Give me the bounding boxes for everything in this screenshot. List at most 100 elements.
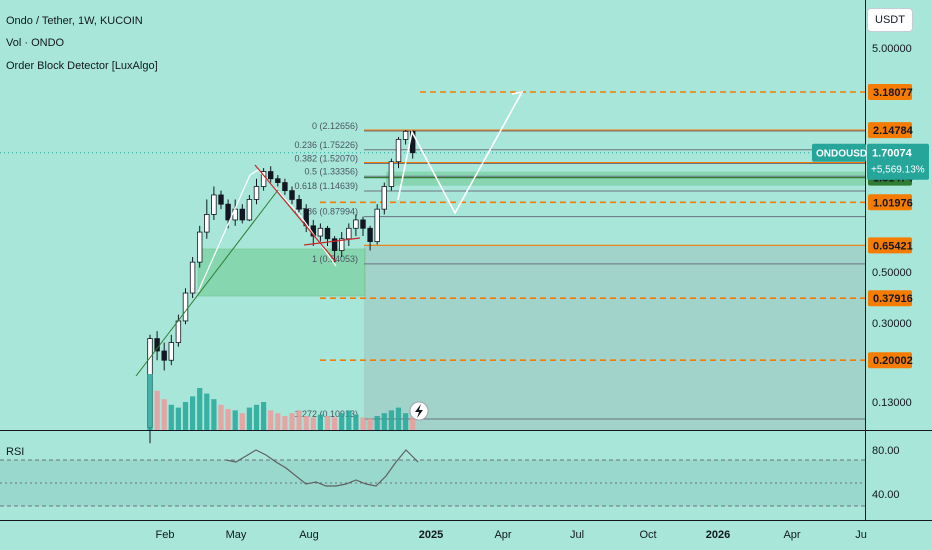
- candle-body: [395, 139, 402, 163]
- fib-level-label: 0.236 (1.75226): [294, 140, 358, 150]
- price-level-badge: 0.65421: [868, 237, 913, 254]
- time-axis-label: 2025: [419, 529, 443, 541]
- price-change-text: +5,569.13%: [871, 165, 925, 176]
- rsi-axis-label: 40.00: [872, 489, 900, 501]
- volume-bar: [395, 407, 402, 430]
- volume-bar: [374, 416, 380, 430]
- volume-bar: [211, 399, 217, 430]
- candle-body: [353, 219, 359, 229]
- candle-body: [161, 350, 167, 361]
- price-level-badge-bg: [868, 290, 912, 307]
- candle-body: [275, 178, 281, 183]
- rsi-line: [225, 449, 419, 487]
- volume-bar: [332, 417, 338, 430]
- last-price-text: 1.70074: [872, 148, 913, 160]
- candle-body: [331, 238, 338, 251]
- rsi-axis-label: 80.00: [872, 445, 900, 457]
- price-level-badge-text: 0.37916: [873, 293, 913, 305]
- volume-bar: [381, 413, 387, 430]
- price-level-badge: 2.14784: [868, 122, 914, 139]
- time-axis-label: Aug: [299, 529, 319, 541]
- volume-bar: [353, 414, 359, 430]
- time-axis-label: Oct: [639, 529, 656, 541]
- volume-bar: [204, 393, 210, 430]
- fib-level-label: 0.786 (0.87994): [294, 207, 358, 217]
- candle-body: [367, 227, 373, 242]
- candle-body: [317, 227, 324, 237]
- price-level-badge: 3.18077: [868, 84, 913, 100]
- currency-button[interactable]: USDT: [867, 8, 913, 32]
- candle-body: [182, 292, 189, 322]
- price-axis-label: 5.00000: [872, 43, 912, 55]
- volume-bar: [225, 409, 231, 430]
- fib-level-label: 0.382 (1.52070): [294, 154, 358, 164]
- volume-bar: [360, 417, 366, 430]
- order-block-zone: [197, 248, 366, 297]
- time-axis-label: Ju: [855, 529, 867, 541]
- volume-bar: [147, 374, 153, 430]
- candle-body: [324, 227, 331, 240]
- volume-bar: [197, 388, 203, 430]
- volume-bar: [317, 414, 323, 430]
- price-level-badge-text: 2.14784: [873, 125, 914, 137]
- fib-level-label: 1.272 (0.10913): [294, 409, 358, 419]
- rsi-legend[interactable]: RSI: [6, 446, 25, 458]
- volume-legend[interactable]: Vol · ONDO: [6, 37, 65, 49]
- candle-body: [218, 194, 224, 205]
- candle-body: [388, 161, 395, 187]
- price-level-badge-bg: [868, 352, 912, 369]
- candle-body: [175, 320, 182, 343]
- price-level-badge-text: 3.18077: [873, 87, 913, 99]
- projection-path: [397, 91, 523, 215]
- time-axis-label: 2026: [706, 529, 730, 541]
- price-level-badge-text: 0.65421: [873, 240, 913, 252]
- candle-body: [168, 342, 174, 361]
- indicator-legend[interactable]: Order Block Detector [LuxAlgo]: [6, 60, 158, 72]
- candle-body: [402, 130, 409, 140]
- volume-bar: [296, 410, 302, 430]
- fib-level-label: 0.618 (1.14639): [294, 181, 358, 191]
- volume-bar: [268, 410, 274, 430]
- ticker-badge: [812, 143, 866, 162]
- candle-body: [189, 261, 196, 294]
- candle-body: [381, 186, 387, 210]
- candle-body: [346, 227, 352, 240]
- candle-body: [360, 219, 366, 229]
- volume-bar: [410, 417, 416, 430]
- volume-bar: [403, 413, 409, 430]
- candle-body: [282, 182, 288, 192]
- volume-bar: [239, 413, 245, 430]
- price-level-badge: 0.37916: [868, 290, 913, 307]
- trendline: [135, 189, 279, 377]
- volume-bar: [218, 404, 224, 430]
- time-axis-label: Apr: [783, 529, 800, 541]
- volume-bar: [253, 404, 260, 430]
- time-axis-label: Apr: [494, 529, 511, 541]
- price-level-badge-bg: [868, 84, 912, 100]
- volume-bar: [175, 407, 181, 430]
- volume-bar: [261, 402, 267, 430]
- candle-body: [196, 231, 203, 263]
- candle-body: [246, 199, 253, 221]
- candle-body: [267, 171, 274, 180]
- ticker-badge-text: ONDOUSDT: [816, 149, 873, 160]
- lightning-icon-glyph: [415, 404, 423, 418]
- volume-bar: [190, 396, 196, 430]
- volume-bar: [282, 416, 288, 430]
- projection-zone: [364, 245, 865, 430]
- price-level-badge-text: 1.01976: [873, 197, 913, 209]
- trendline: [303, 237, 361, 246]
- volume-bar: [289, 413, 295, 430]
- candle-body: [211, 194, 217, 215]
- candle-body: [296, 199, 302, 210]
- pattern-path: [197, 169, 337, 293]
- order-block-zone: [386, 171, 865, 186]
- volume-bar: [182, 402, 189, 430]
- volume-bar: [168, 404, 174, 430]
- candle-body: [338, 238, 345, 251]
- volume-bar: [154, 390, 160, 430]
- symbol-legend[interactable]: Ondo / Tether, 1W, KUCOIN: [6, 15, 143, 27]
- time-axis-label: May: [226, 529, 247, 541]
- price-axis-label: 0.30000: [872, 318, 912, 330]
